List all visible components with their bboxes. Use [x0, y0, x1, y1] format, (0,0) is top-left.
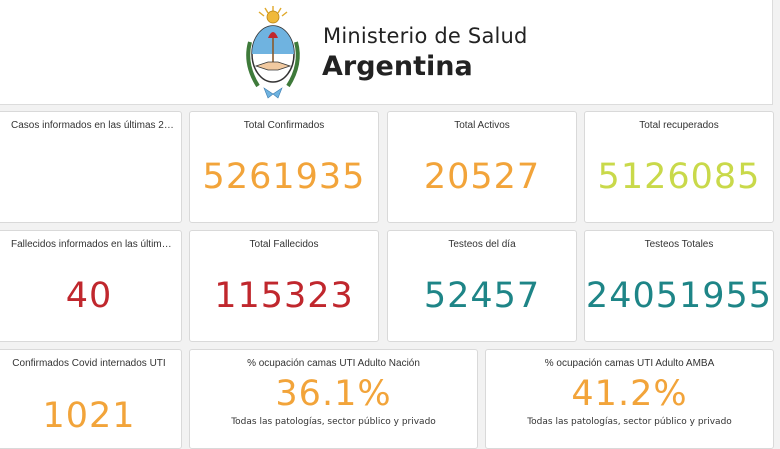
- card-subtitle: Todas las patologías, sector público y p…: [231, 417, 436, 427]
- card-label: Fallecidos informados en las última...: [11, 239, 176, 250]
- card-label: Confirmados Covid internados UTI: [12, 358, 166, 369]
- card-ocupacion-amba[interactable]: % ocupación camas UTI Adulto AMBA 41.2% …: [485, 349, 774, 449]
- card-label: Testeos del día: [448, 239, 516, 250]
- card-value: 52457: [423, 276, 541, 316]
- country-name: Argentina: [322, 51, 473, 82]
- card-total-fallecidos[interactable]: Total Fallecidos 115323: [189, 230, 379, 342]
- card-internados-uti[interactable]: Confirmados Covid internados UTI 1021: [0, 349, 182, 449]
- coat-of-arms-icon: [246, 6, 300, 99]
- card-casos-24h[interactable]: Casos informados en las últimas 24... 12…: [0, 111, 182, 308]
- card-fallecidos-ultimas[interactable]: Fallecidos informados en las última... 4…: [0, 230, 182, 342]
- card-label: Total Confirmados: [243, 120, 325, 131]
- card-total-recuperados[interactable]: Total recuperados 5126085: [584, 111, 774, 223]
- ministry-name: Ministerio de Salud: [323, 24, 528, 48]
- card-value: 41.2%: [571, 374, 688, 414]
- card-testeos-dia[interactable]: Testeos del día 52457: [387, 230, 577, 342]
- card-label: % ocupación camas UTI Adulto Nación: [247, 358, 420, 369]
- card-value: 20527: [423, 157, 541, 197]
- card-label: Total Activos: [454, 120, 510, 131]
- card-value: 115323: [214, 276, 354, 316]
- header-banner: Ministerio de Salud Argentina: [0, 0, 773, 105]
- card-label: Total recuperados: [639, 120, 719, 131]
- card-total-confirmados[interactable]: Total Confirmados 5261935: [189, 111, 379, 223]
- card-total-activos[interactable]: Total Activos 20527: [387, 111, 577, 223]
- card-ocupacion-nacion[interactable]: % ocupación camas UTI Adulto Nación 36.1…: [189, 349, 478, 449]
- card-label: Total Fallecidos: [249, 239, 319, 250]
- card-value: 24051955: [585, 276, 773, 316]
- card-label: Casos informados en las últimas 24...: [11, 120, 178, 131]
- card-label: % ocupación camas UTI Adulto AMBA: [544, 358, 715, 369]
- card-value: 40: [65, 276, 113, 316]
- card-value: 5126085: [597, 157, 761, 197]
- card-value: 1021: [42, 396, 136, 436]
- card-subtitle: Todas las patologías, sector público y p…: [527, 417, 732, 427]
- card-testeos-totales[interactable]: Testeos Totales 24051955: [584, 230, 774, 342]
- card-label: Testeos Totales: [644, 239, 714, 250]
- card-value: 36.1%: [275, 374, 392, 414]
- card-value: 5261935: [202, 157, 366, 197]
